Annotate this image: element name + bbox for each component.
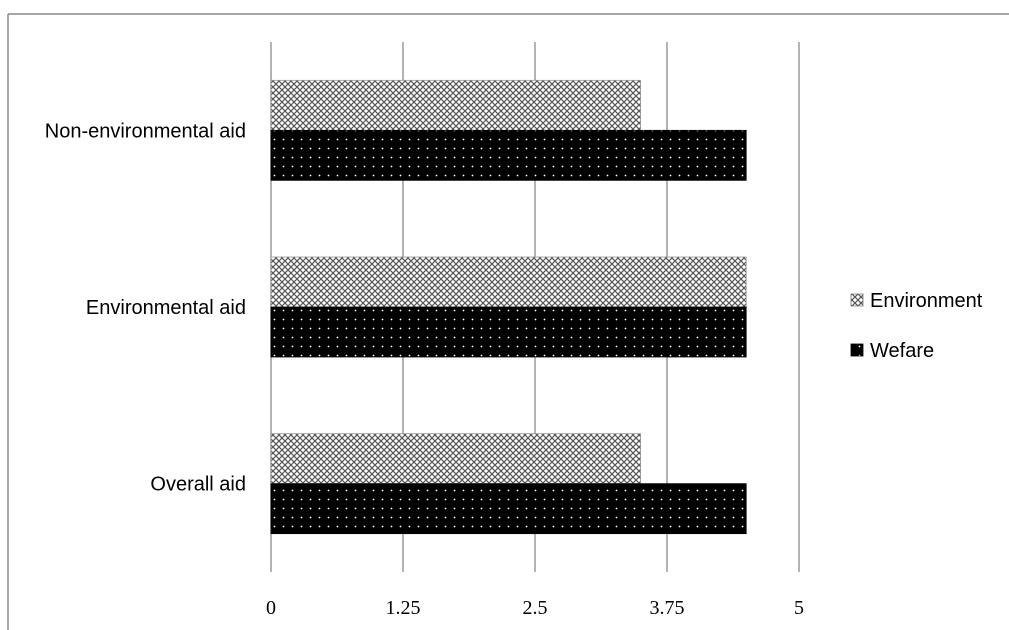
legend-label-environment: Environment <box>870 290 983 312</box>
legend: Environment Wefare <box>850 290 983 362</box>
x-tick-label: 0 <box>266 597 276 619</box>
bar-environment-3 <box>270 433 642 485</box>
bar-wefare-3 <box>270 483 747 535</box>
bars <box>270 79 747 535</box>
x-tick-label: 3.75 <box>650 597 685 619</box>
bar-environment-2 <box>270 256 747 308</box>
y-axis-categories: Non-environmental aid Environmental aid Ov… <box>45 120 246 495</box>
x-tick-label: 1.25 <box>386 597 421 619</box>
x-tick-label: 5 <box>794 597 804 619</box>
category-label: Overall aid <box>150 474 246 496</box>
category-label: Non-environmental aid <box>45 120 246 142</box>
legend-swatch-wefare <box>850 343 864 357</box>
legend-swatch-environment <box>850 293 864 307</box>
bar-environment-1 <box>270 79 642 131</box>
legend-label-wefare: Wefare <box>870 340 934 362</box>
bar-wefare-2 <box>270 306 747 358</box>
x-tick-label: 2.5 <box>523 597 548 619</box>
bar-wefare-1 <box>270 129 747 181</box>
x-axis: 0 1.25 2.5 3.75 5 <box>266 597 804 619</box>
category-label: Environmental aid <box>86 297 246 319</box>
